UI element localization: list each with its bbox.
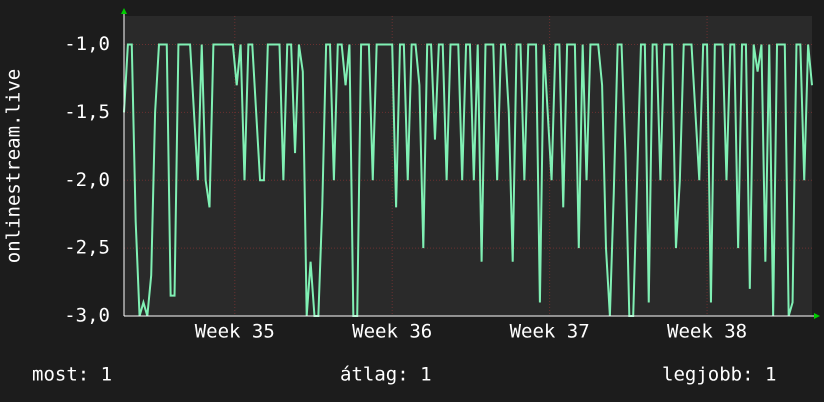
footer-current: most: 1	[32, 364, 112, 386]
y-tick-label: -3,0	[64, 305, 110, 327]
x-tick-label: Week 36	[352, 321, 432, 343]
x-tick-label: Week 37	[510, 321, 590, 343]
y-tick-label: -1,5	[64, 101, 110, 123]
y-tick-label: -2,5	[64, 237, 110, 259]
footer-average: átlag: 1	[340, 364, 432, 386]
y-tick-label: -1,0	[64, 33, 110, 55]
line-series	[123, 43, 813, 317]
x-tick-label: Week 35	[195, 321, 275, 343]
axis-arrow	[121, 8, 127, 14]
x-tick-label: Week 38	[667, 321, 747, 343]
footer-best: legjobb: 1	[662, 364, 776, 386]
y-axis-label: onlinestream.live	[3, 69, 25, 263]
axis-arrow	[814, 313, 820, 319]
y-tick-label: -2,0	[64, 169, 110, 191]
